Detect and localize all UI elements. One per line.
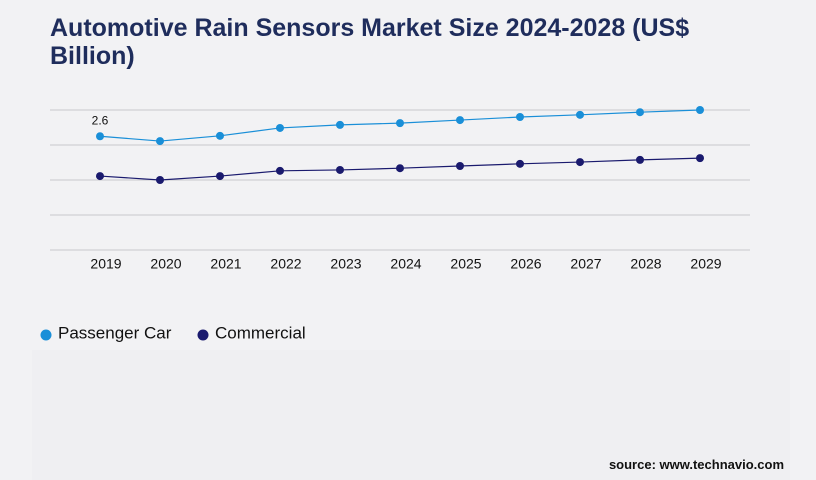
legend-label: Passenger Car — [58, 323, 172, 342]
data-point — [456, 116, 464, 125]
data-point — [636, 108, 644, 117]
data-point — [336, 120, 344, 129]
x-tick-label: 2021 — [210, 256, 241, 272]
x-tick-label: 2028 — [630, 256, 661, 272]
data-point — [216, 172, 224, 181]
data-point — [516, 159, 524, 168]
data-point — [336, 165, 344, 174]
data-point — [576, 110, 584, 119]
data-point — [396, 164, 404, 173]
data-point — [156, 176, 164, 184]
x-tick-label: 2029 — [690, 256, 721, 272]
data-label: 2.6 — [92, 113, 109, 127]
data-point — [696, 154, 704, 163]
data-point — [96, 172, 104, 181]
data-point — [156, 137, 164, 146]
x-tick-label: 2027 — [570, 256, 601, 272]
legend-marker — [197, 329, 209, 341]
legend-label: Commercial — [215, 323, 306, 342]
data-point — [516, 113, 524, 121]
data-point — [636, 155, 644, 164]
legend-marker — [40, 329, 52, 341]
x-tick-label: 2024 — [390, 256, 421, 272]
data-point — [276, 123, 284, 132]
x-tick-label: 2025 — [450, 256, 481, 272]
source: source: www.technavio.com — [608, 457, 784, 472]
data-point — [216, 131, 224, 140]
x-tick-label: 2026 — [510, 256, 541, 272]
footer-panel — [32, 350, 790, 480]
data-point — [396, 119, 404, 128]
x-tick-label: 2019 — [90, 256, 121, 272]
data-point — [456, 162, 464, 170]
data-point — [96, 132, 104, 141]
data-point — [276, 166, 284, 175]
x-tick-label: 2022 — [270, 256, 301, 272]
data-point — [696, 106, 704, 114]
chart-title: Automotive Rain Sensors Market Size 2024… — [50, 14, 690, 70]
x-tick-label: 2020 — [150, 256, 181, 272]
data-point — [576, 158, 584, 167]
x-tick-label: 2023 — [330, 256, 361, 272]
